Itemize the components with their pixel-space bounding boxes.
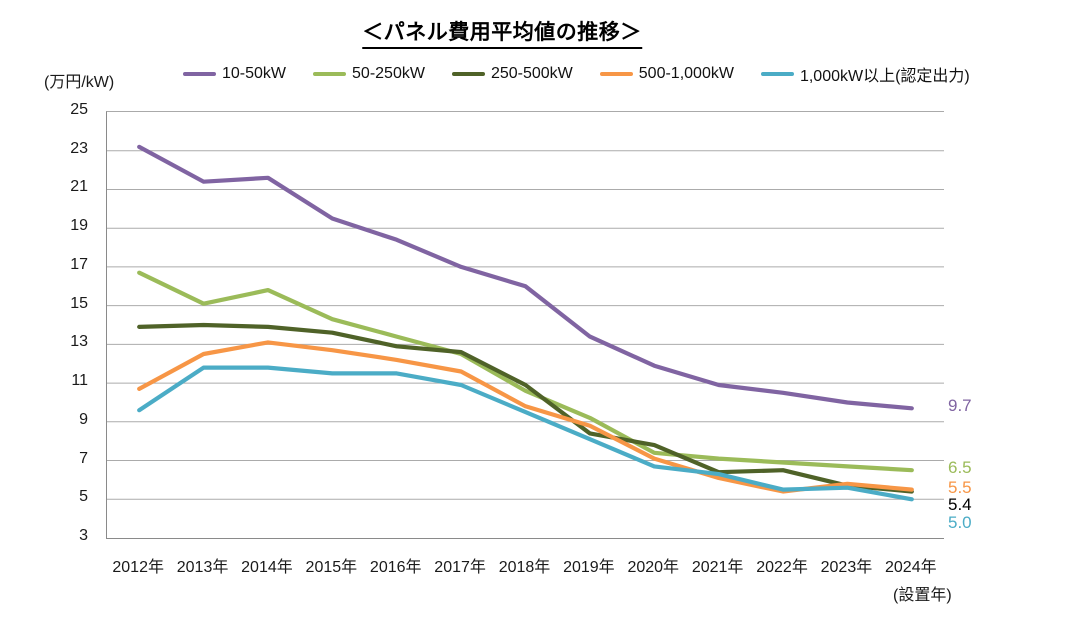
x-axis-label: 2021年 <box>691 559 744 576</box>
end-value-label: 5.4 <box>948 495 972 515</box>
x-axis-label: 2022年 <box>756 559 808 576</box>
end-value-label: 6.5 <box>948 458 972 478</box>
legend-swatch <box>599 71 633 77</box>
legend-item-10-50kW: 10-50kW <box>183 65 286 83</box>
x-axis-label: 2013年 <box>176 559 229 576</box>
legend-item-500-1,000kW: 500-1,000kW <box>599 65 734 83</box>
legend-item-50-250kW: 50-250kW <box>313 65 425 83</box>
y-tick-label: 17 <box>70 255 88 273</box>
legend-swatch <box>313 71 347 77</box>
y-tick-label: 23 <box>70 139 88 157</box>
y-tick-label: 11 <box>71 372 88 390</box>
series-line-1,000kW以上(認定出力) <box>137 365 914 502</box>
chart-legend: 10-50kW 50-250kW 250-500kW 500-1,000kW 1,000… <box>183 62 970 86</box>
legend-label: 1,000kW以上(認定出力) <box>799 68 970 85</box>
legend-label: 250-500kW <box>490 65 573 82</box>
series-line-50-250kW <box>137 270 914 473</box>
chart-title: ＜パネル費用平均値の推移＞ <box>362 16 642 49</box>
x-axis-label: 2012年 <box>112 559 164 576</box>
y-tick-label: 9 <box>79 410 88 428</box>
x-axis-label: 2020年 <box>627 559 680 576</box>
x-axis-label: 2014年 <box>241 559 293 576</box>
end-value-label: 5.0 <box>948 512 972 532</box>
chart-plot-area <box>106 111 944 539</box>
series-line-10-50kW <box>137 144 914 411</box>
legend-item-250-500kW: 250-500kW <box>451 65 573 83</box>
y-tick-label: 3 <box>79 527 88 544</box>
y-tick-label: 25 <box>70 101 88 118</box>
legend-swatch <box>451 71 485 77</box>
legend-swatch <box>760 71 794 77</box>
series-line-500-1,000kW <box>137 340 914 494</box>
series-line-250-500kW <box>137 322 914 494</box>
y-tick-label: 13 <box>70 333 88 351</box>
end-value-label: 5.5 <box>948 477 972 497</box>
legend-label: 50-250kW <box>352 65 425 82</box>
x-axis-label: 2024年 <box>884 559 937 576</box>
x-axis-label: 2019年 <box>563 559 615 576</box>
x-axis-label: 2016年 <box>369 559 422 576</box>
y-tick-label: 5 <box>79 488 88 506</box>
y-tick-label: 19 <box>70 217 88 235</box>
x-axis-label: 2015年 <box>305 559 358 576</box>
x-axis-label: 2017年 <box>434 559 486 576</box>
end-value-label: 9.7 <box>948 396 972 416</box>
chart-lines-svg <box>107 144 944 502</box>
y-tick-label: 15 <box>70 294 88 312</box>
legend-label: 10-50kW <box>222 65 287 82</box>
x-axis-label: 2018年 <box>498 559 551 576</box>
y-tick-label: 7 <box>79 449 88 467</box>
legend-label: 500-1,000kW <box>638 65 734 82</box>
y-tick-label: 21 <box>70 178 88 196</box>
legend-item-1,000kW以上(認定出力): 1,000kW以上(認定出力) <box>760 62 970 86</box>
legend-swatch <box>183 71 216 77</box>
x-axis-label: 2023年 <box>820 559 873 576</box>
x-axis-note: (設置年) <box>893 587 952 604</box>
y-axis-unit-label: (万円/kW) <box>44 74 115 91</box>
